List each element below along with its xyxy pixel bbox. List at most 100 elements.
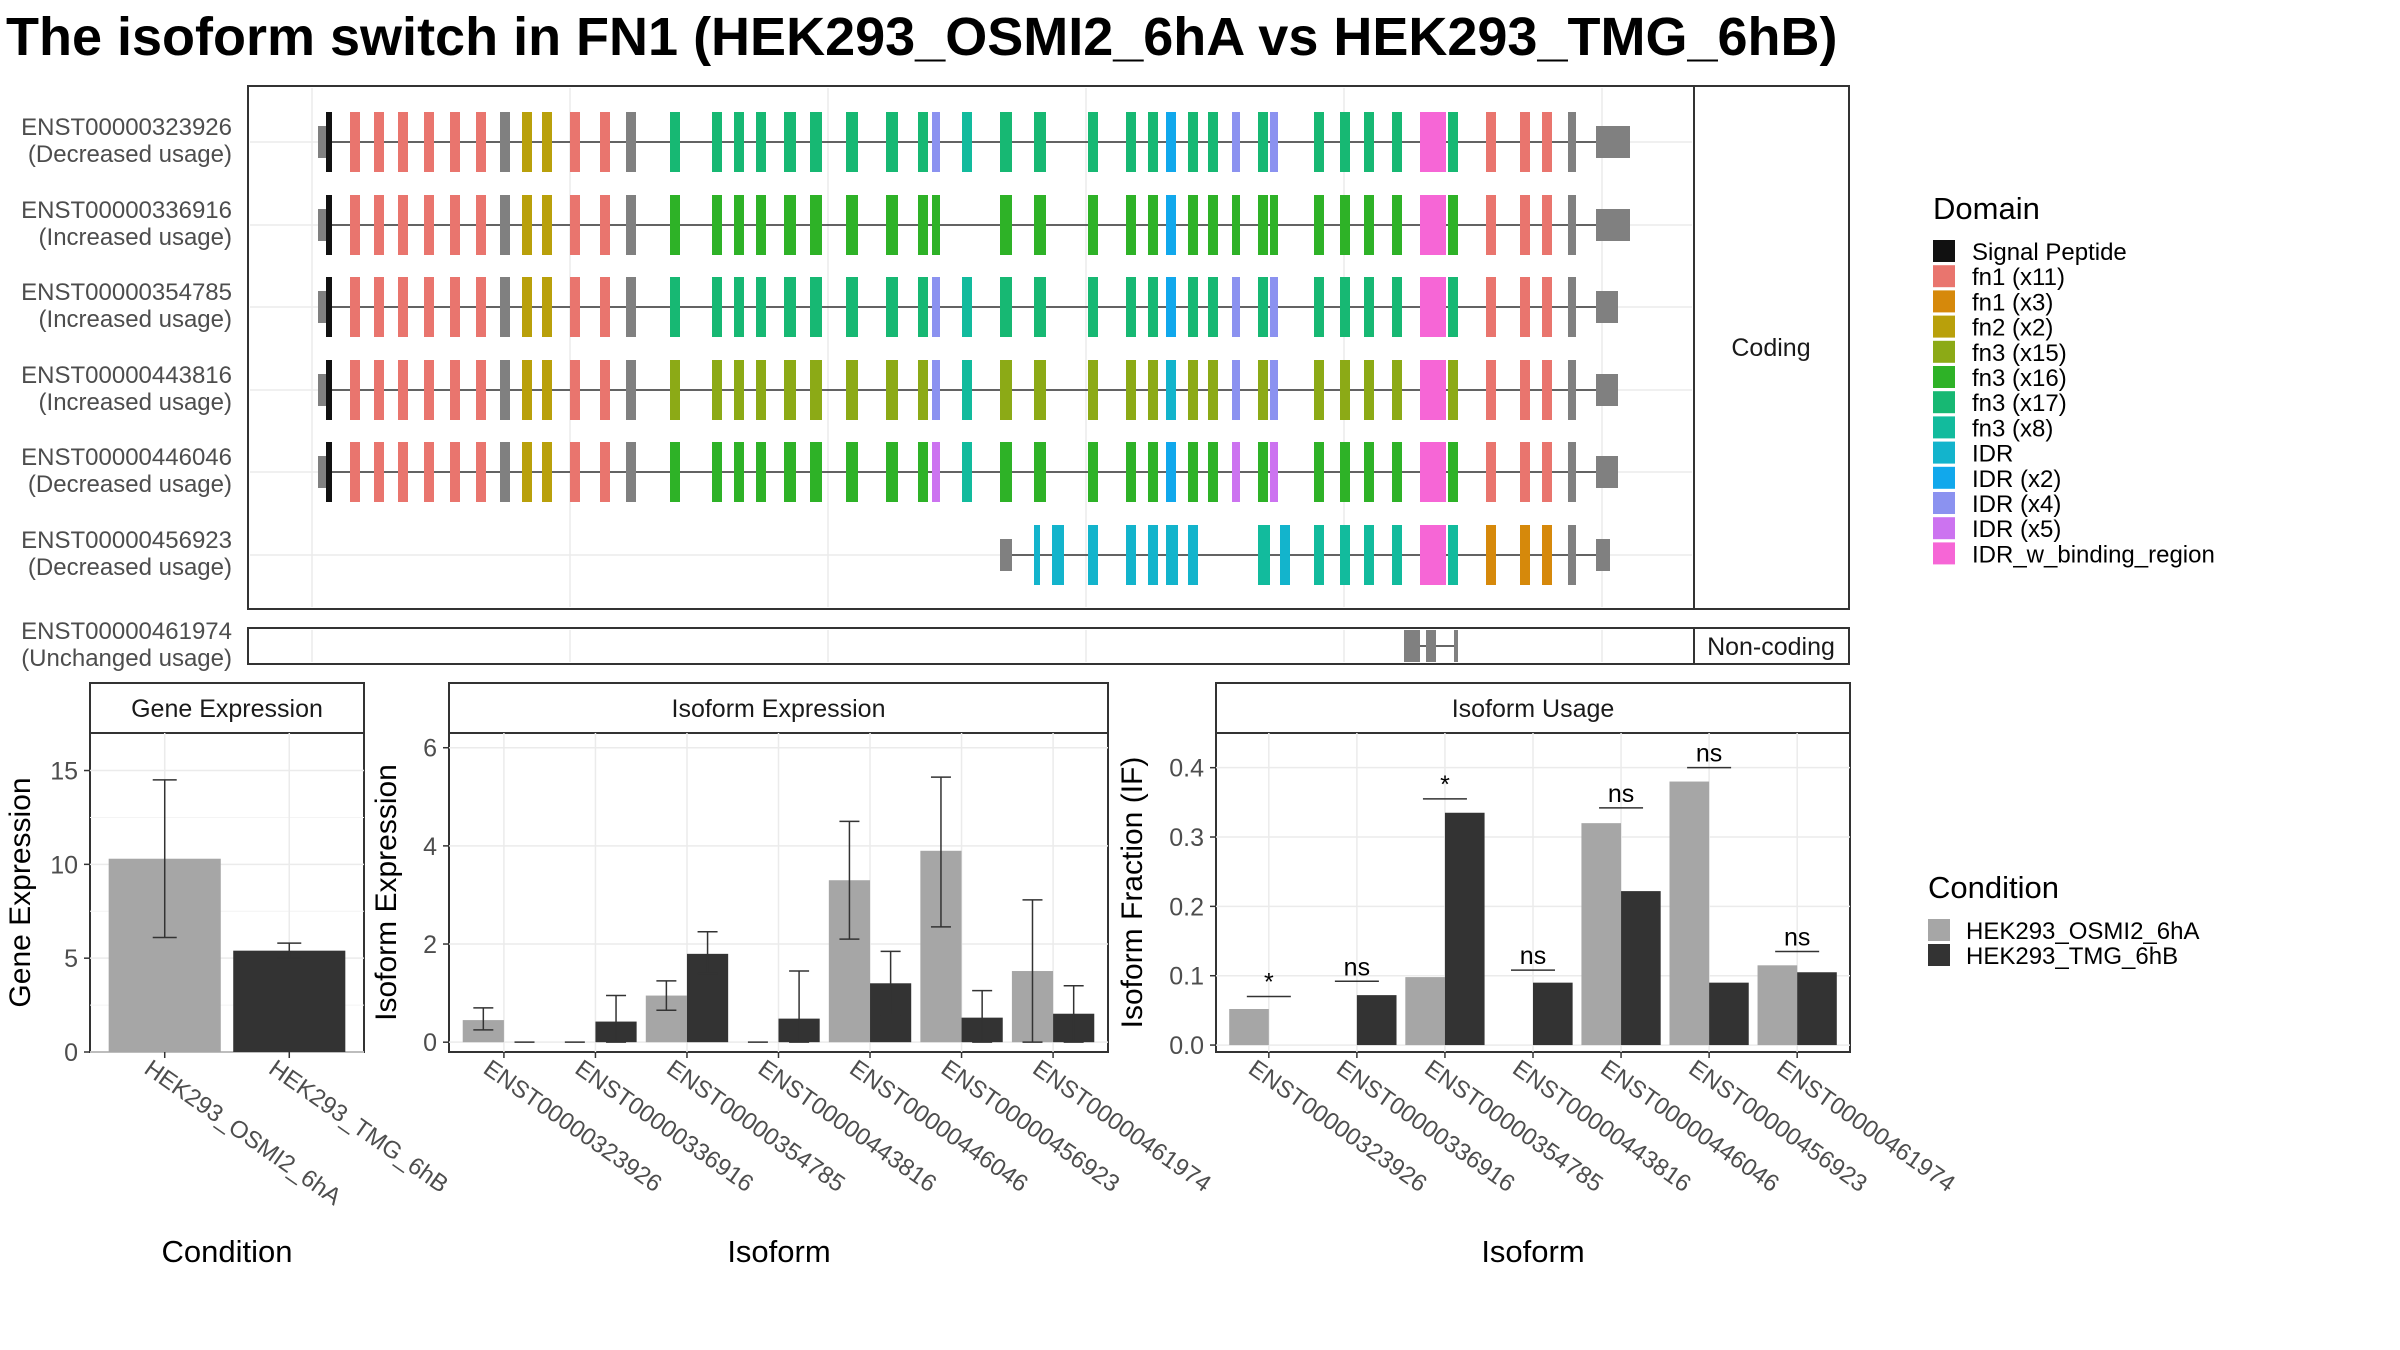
exon xyxy=(918,112,928,172)
exon xyxy=(1232,442,1240,502)
exon xyxy=(1420,525,1446,585)
exon xyxy=(450,195,460,255)
exon xyxy=(1340,112,1350,172)
noncoding-strip xyxy=(1693,627,1850,665)
transcript-track xyxy=(318,112,1630,172)
exon xyxy=(784,442,796,502)
exon xyxy=(886,195,898,255)
exon xyxy=(1448,195,1458,255)
exon xyxy=(1166,277,1176,337)
exon xyxy=(1314,442,1324,502)
exon xyxy=(846,360,858,420)
exon xyxy=(1126,112,1136,172)
plot-title: The isoform switch in FN1 (HEK293_OSMI2_… xyxy=(6,7,1838,67)
exon xyxy=(1148,112,1158,172)
exon xyxy=(522,360,532,420)
exon xyxy=(1486,195,1496,255)
exon xyxy=(1034,525,1040,585)
exon xyxy=(1448,525,1458,585)
exon xyxy=(756,360,766,420)
coding-strip xyxy=(1693,85,1850,610)
exon xyxy=(374,195,384,255)
exon xyxy=(932,360,940,420)
bar xyxy=(1356,995,1397,1046)
exon xyxy=(1208,112,1218,172)
transcript-track xyxy=(1000,525,1610,585)
exon xyxy=(326,195,332,255)
exon xyxy=(626,442,636,502)
exon xyxy=(326,277,332,337)
exon xyxy=(1542,360,1552,420)
exon xyxy=(670,195,680,255)
noncoding-exon xyxy=(1426,630,1436,662)
exon xyxy=(398,360,408,420)
exon xyxy=(670,442,680,502)
exon xyxy=(1088,277,1098,337)
y-tick-label: 15 xyxy=(50,758,78,786)
exon xyxy=(784,112,796,172)
exon xyxy=(1542,112,1552,172)
exon xyxy=(1148,195,1158,255)
exon xyxy=(600,195,610,255)
exon xyxy=(542,442,552,502)
exon xyxy=(1364,360,1374,420)
domain-legend-label: fn3 (x15) xyxy=(1972,340,2067,367)
exon xyxy=(810,277,822,337)
exon xyxy=(542,112,552,172)
condition-legend-label: HEK293_OSMI2_6hA xyxy=(1966,918,2199,945)
exon xyxy=(1258,112,1268,172)
transcript-track xyxy=(318,442,1618,502)
domain-legend-swatch xyxy=(1933,466,1955,489)
exon xyxy=(734,360,744,420)
noncoding-exon xyxy=(1454,630,1458,662)
exon xyxy=(784,277,796,337)
domain-legend-swatch xyxy=(1933,315,1955,338)
isoform-usage-chart: Isoform Usage0.00.10.20.30.4ENST00000323… xyxy=(1116,682,1960,1269)
exon xyxy=(1270,442,1278,502)
domain-legend-title: Domain xyxy=(1933,191,2040,226)
exon xyxy=(542,195,552,255)
y-tick-label: 4 xyxy=(423,833,437,861)
exon xyxy=(1088,112,1098,172)
exon xyxy=(626,277,636,337)
coding-strip-label: Coding xyxy=(1731,334,1810,362)
transcript-usage-label: (Increased usage) xyxy=(39,224,232,251)
isoform-expression-chart: Isoform Expression0246ENST00000323926ENS… xyxy=(370,682,1216,1269)
domain-legend-swatch xyxy=(1933,441,1955,464)
exon xyxy=(886,277,898,337)
domain-legend-label: fn3 (x16) xyxy=(1972,365,2067,392)
transcript-usage-label: (Decreased usage) xyxy=(28,141,232,168)
domain-legend-swatch xyxy=(1933,240,1955,262)
exon xyxy=(1486,442,1496,502)
exon xyxy=(962,277,972,337)
exon xyxy=(476,195,486,255)
exon xyxy=(1568,360,1576,420)
exon xyxy=(600,112,610,172)
domain-legend-label: IDR xyxy=(1972,441,2013,468)
exon xyxy=(670,277,680,337)
exon xyxy=(1392,442,1402,502)
exon xyxy=(1448,360,1458,420)
y-tick-label: 0 xyxy=(423,1029,437,1057)
y-tick-label: 0.2 xyxy=(1169,893,1204,921)
transcript-usage-label: (Decreased usage) xyxy=(28,471,232,498)
domain-legend-label: fn2 (x2) xyxy=(1972,315,2053,342)
significance-label: * xyxy=(1440,771,1450,799)
exon xyxy=(1000,360,1012,420)
exon xyxy=(1188,360,1198,420)
exon xyxy=(734,112,744,172)
exon xyxy=(398,277,408,337)
exon xyxy=(1166,195,1176,255)
bar xyxy=(462,1020,504,1043)
exon xyxy=(1052,525,1064,585)
bar xyxy=(1621,891,1661,1046)
exon xyxy=(626,112,636,172)
x-tick-label: HEK293_OSMI2_6hA xyxy=(139,1055,346,1211)
exon xyxy=(932,195,940,255)
exon xyxy=(450,442,460,502)
exon xyxy=(1208,360,1218,420)
exon xyxy=(1232,112,1240,172)
exon xyxy=(350,277,360,337)
bar xyxy=(1581,823,1622,1046)
